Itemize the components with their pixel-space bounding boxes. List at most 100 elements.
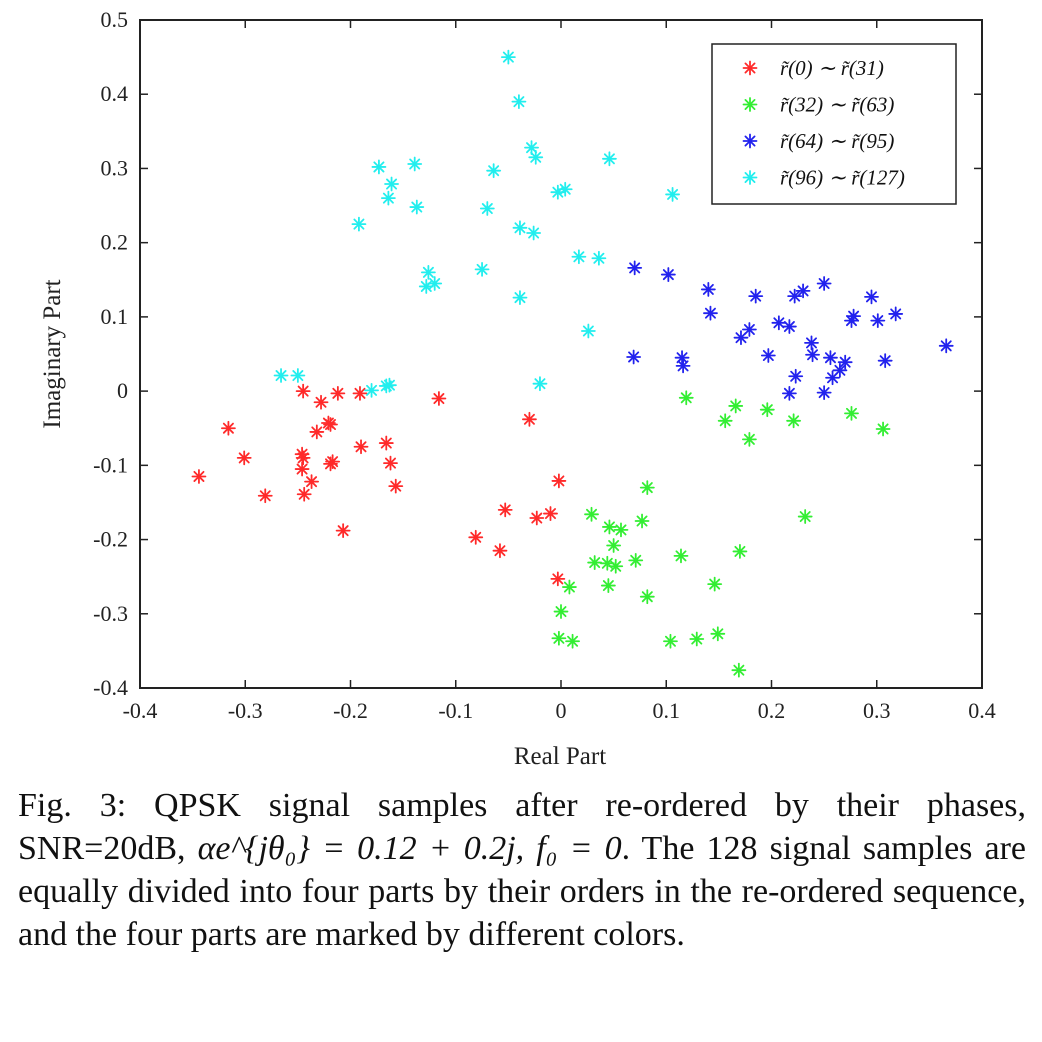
legend-label: r̃(96) ∼ r̃(127) [780,166,905,190]
data-point-series-0 [294,461,310,477]
y-tick-label: -0.3 [93,601,128,626]
data-point-series-3 [420,264,436,280]
data-point-series-1 [663,633,678,649]
data-point-series-3 [479,201,495,216]
data-point-series-3 [407,156,423,172]
data-point-series-3 [602,151,617,167]
data-point-series-0 [551,473,567,489]
data-point-series-3 [512,290,528,305]
caption-line-2-suffix: . The 128 signal [621,830,851,867]
data-point-series-3 [512,220,528,236]
data-point-series-2 [760,348,776,363]
data-point-series-2 [703,305,718,321]
data-point-series-3 [511,94,527,110]
data-point-series-0 [468,529,484,545]
data-point-series-0 [295,383,311,399]
data-point-series-3 [532,376,548,392]
x-axis-label: Real Part [514,743,606,770]
data-point-series-3 [557,181,573,197]
x-tick-label: 0.3 [863,698,891,723]
x-tick-label: 0.1 [653,698,681,723]
data-point-series-1 [565,633,580,649]
data-point-series-2 [837,354,853,370]
data-point-series-3 [474,261,490,277]
data-point-series-0 [325,454,341,470]
data-point-series-3 [500,49,516,65]
data-point-series-3 [384,176,399,192]
data-point-series-3 [580,323,596,339]
legend-marker [742,60,758,76]
data-point-series-2 [626,349,642,365]
data-point-series-1 [613,522,629,538]
y-axis-label: Imaginary Part [39,279,66,428]
data-point-series-0 [492,543,508,559]
data-point-series-1 [584,506,599,522]
y-tick-label: 0.3 [101,155,129,180]
data-point-series-2 [864,289,879,305]
data-point-series-2 [675,358,691,374]
scatter-chart: -0.4 -0.3 -0.2 -0.1 0 0.1 0.2 0.3 0.4 -0.4 -0.3 -0.… [39,7,996,770]
data-point-series-3 [273,368,289,383]
data-point-series-3 [526,225,542,241]
y-tick-label: 0 [117,378,128,403]
data-point-series-2 [823,350,838,366]
data-point-series-0 [522,411,537,427]
data-point-series-2 [660,267,676,282]
legend-label: r̃(0) ∼ r̃(31) [780,56,884,80]
data-point-series-1 [639,480,655,496]
y-tick-label: -0.2 [93,527,128,552]
data-point-series-3 [290,368,306,383]
data-point-series-1 [717,413,733,429]
data-point-series-2 [877,353,893,369]
data-point-series-0 [296,486,312,502]
data-point-series-2 [846,308,861,324]
caption-line-2-prefix: SNR=20dB, [18,830,198,867]
data-point-series-2 [741,322,757,337]
data-point-series-1 [728,398,744,414]
data-point-series-1 [731,662,747,678]
y-tick-label: 0.1 [101,304,129,329]
data-point-series-1 [587,555,603,570]
data-point-series-1 [602,519,617,535]
data-point-series-0 [221,420,236,436]
data-point-series-1 [797,509,813,524]
legend: r̃(0) ∼ r̃(31) r̃(32) ∼ r̃(63) r̃(64) ∼ r̃… [711,43,957,205]
y-tick-label: 0.4 [101,81,129,106]
figure-caption: Fig. 3: QPSK signal samples after re-ord… [18,784,1026,956]
data-point-series-3 [371,159,387,175]
data-point-series-2 [938,338,954,354]
y-tick-label: -0.1 [93,452,128,477]
data-point-series-1 [678,390,694,406]
x-tick-label: -0.3 [228,698,263,723]
data-point-series-1 [608,558,624,574]
data-point-series-2 [870,313,886,329]
legend-marker [742,133,758,149]
data-point-series-1 [786,413,802,429]
data-point-series-3 [351,216,367,232]
data-point-series-0 [304,474,319,490]
data-point-series-1 [562,579,577,595]
data-point-series-2 [781,319,797,334]
data-point-series-2 [888,306,904,322]
data-point-series-1 [639,589,655,605]
data-point-series-2 [816,385,832,400]
caption-line-1: Fig. 3: QPSK signal samples after re-ord… [18,787,1026,824]
data-point-series-2 [627,260,643,276]
data-point-series-3 [591,250,607,266]
data-point-series-1 [553,604,569,619]
legend-marker [742,97,758,112]
data-point-series-2 [816,276,832,291]
data-point-series-3 [486,163,502,179]
data-point-series-3 [364,382,379,398]
data-point-series-2 [788,368,804,384]
y-tick-label: -0.4 [93,675,128,700]
data-point-series-0 [295,450,311,466]
data-point-series-2 [748,288,764,304]
data-point-series-0 [257,488,273,504]
legend-label: r̃(64) ∼ r̃(95) [780,129,894,153]
data-point-series-2 [805,347,820,363]
data-point-series-2 [832,362,848,378]
x-tick-label: -0.1 [438,698,473,723]
axis-ticks: -0.4 -0.3 -0.2 -0.1 0 0.1 0.2 0.3 0.4 -0.4 -0.3 -0.… [93,7,996,723]
data-point-series-1 [628,552,644,568]
